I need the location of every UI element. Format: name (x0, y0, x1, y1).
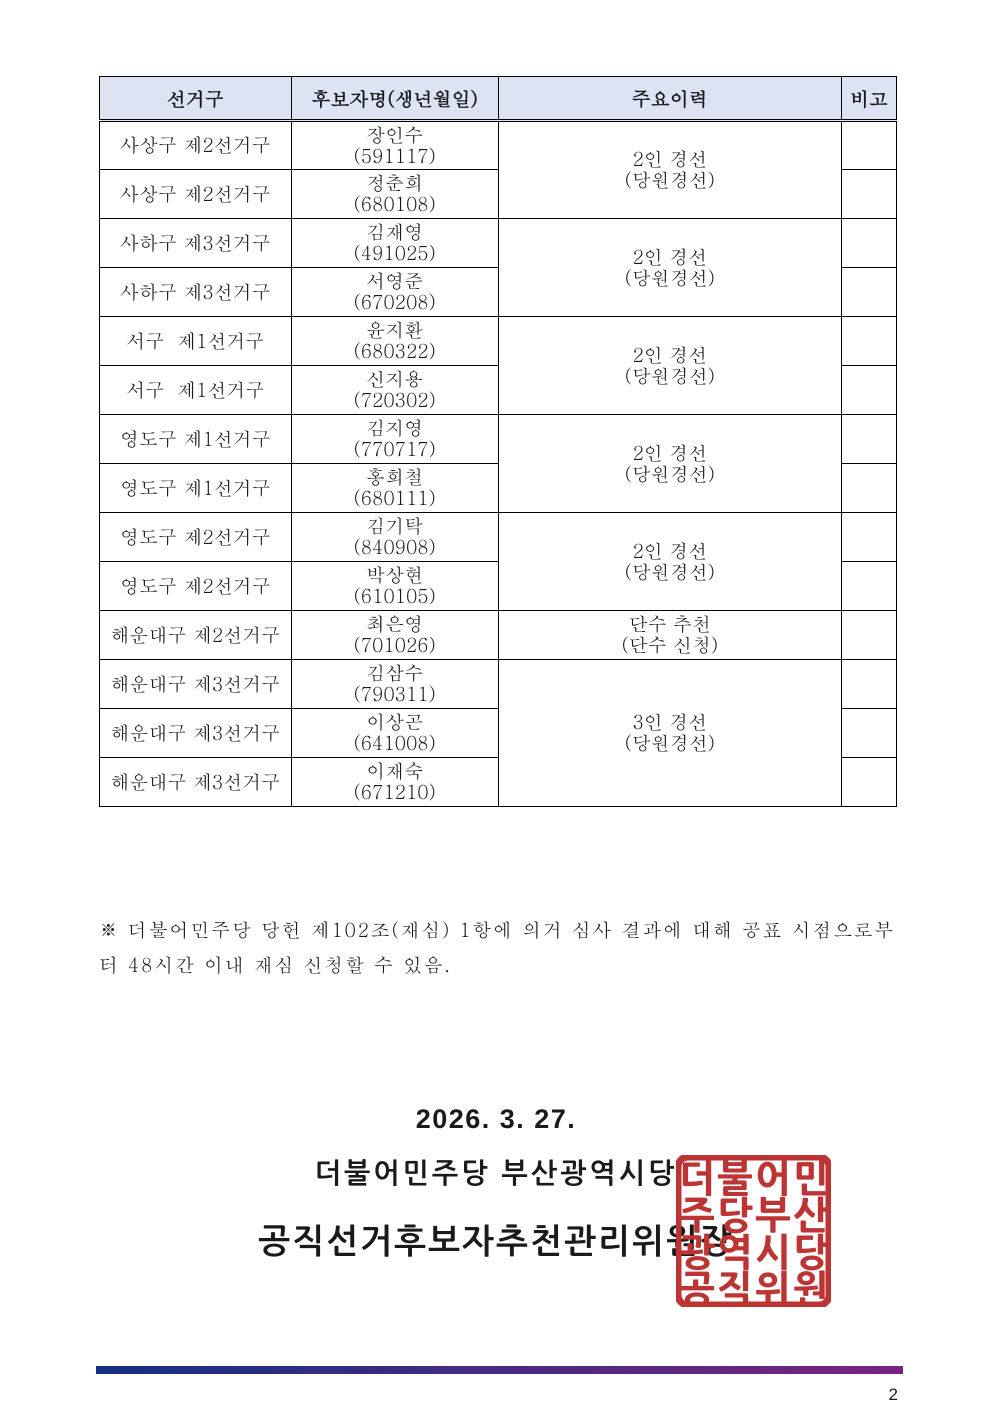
svg-text:주: 주 (679, 1197, 715, 1235)
svg-text:광: 광 (679, 1233, 715, 1272)
svg-text:위: 위 (755, 1270, 791, 1307)
svg-text:공: 공 (679, 1271, 715, 1307)
svg-text:부: 부 (755, 1197, 791, 1235)
svg-text:민: 민 (793, 1159, 829, 1198)
svg-text:어: 어 (755, 1159, 791, 1198)
svg-text:불: 불 (717, 1159, 753, 1198)
svg-text:원: 원 (793, 1270, 829, 1307)
svg-text:당: 당 (793, 1233, 829, 1272)
svg-text:더: 더 (679, 1159, 715, 1198)
svg-text:직: 직 (717, 1270, 753, 1307)
svg-text:당: 당 (717, 1196, 753, 1235)
svg-text:산: 산 (793, 1196, 829, 1235)
svg-text:시: 시 (755, 1233, 791, 1272)
svg-text:역: 역 (717, 1233, 753, 1272)
